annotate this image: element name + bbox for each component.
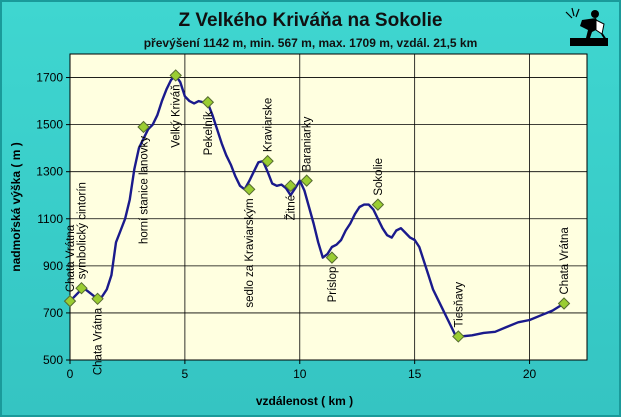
y-tick-label: 900: [43, 259, 63, 273]
waypoint-marker: [557, 297, 571, 310]
waypoint-label: symbolický cintorín: [76, 182, 88, 279]
waypoint-label: sedlo za Kraviarským: [244, 198, 256, 307]
y-tick-label: 1300: [36, 165, 63, 179]
waypoint-marker: [63, 294, 77, 308]
x-tick-label: 15: [408, 367, 422, 381]
x-tick-label: 10: [293, 367, 307, 381]
waypoint-label: Chata Vrátna: [65, 224, 77, 292]
waypoint-label: horní stanice lanovky: [139, 136, 151, 244]
y-tick-label: 1700: [36, 71, 63, 85]
hiker-icon: [565, 7, 608, 46]
waypoint-label: Žitné: [285, 195, 298, 221]
waypoint-marker: [371, 198, 385, 211]
waypoint-label: Sokolie: [373, 158, 385, 196]
waypoint-marker: [137, 120, 150, 134]
y-tick-label: 700: [43, 306, 63, 320]
waypoint-marker: [300, 174, 313, 187]
plot-area: [69, 53, 588, 361]
waypoint-marker: [201, 96, 215, 109]
elevation-profile-line: [69, 74, 565, 338]
waypoint-label: Kraviarske: [263, 98, 275, 152]
y-tick-label: 1500: [36, 118, 63, 132]
y-tick-label: 500: [43, 353, 63, 367]
chart-subtitle: převýšení 1142 m, min. 567 m, max. 1709 …: [143, 36, 478, 50]
waypoint-marker: [325, 251, 339, 264]
x-tick-label: 20: [523, 367, 537, 381]
waypoint-label: Tiesňavy: [453, 282, 465, 328]
waypoint-marker: [91, 292, 104, 306]
waypoint-label: Velký Kriváň: [171, 84, 183, 147]
waypoint-label: Baraniarky: [302, 116, 314, 171]
waypoint-label: Príslop: [327, 267, 339, 303]
waypoint-marker: [75, 282, 88, 295]
waypoint-marker: [261, 154, 274, 168]
x-axis-label: vzdálenost ( km ): [256, 394, 353, 408]
waypoint-label: Chata Vrátna: [559, 227, 571, 295]
waypoint-marker: [284, 179, 297, 193]
y-tick-label: 1100: [37, 212, 63, 226]
waypoint-marker: [169, 69, 182, 82]
x-tick-label: 0: [67, 367, 74, 381]
chart-title: Z Velkého Kriváňa na Sokolie: [178, 10, 443, 31]
x-tick-label: 5: [182, 367, 189, 381]
waypoint-marker: [243, 183, 256, 196]
waypoint-marker: [452, 330, 465, 343]
waypoint-label: Chata Vrátna: [93, 307, 105, 375]
waypoint-label: Pekelník: [203, 111, 215, 155]
y-axis-label: nadmořská výška ( m ): [9, 142, 23, 271]
